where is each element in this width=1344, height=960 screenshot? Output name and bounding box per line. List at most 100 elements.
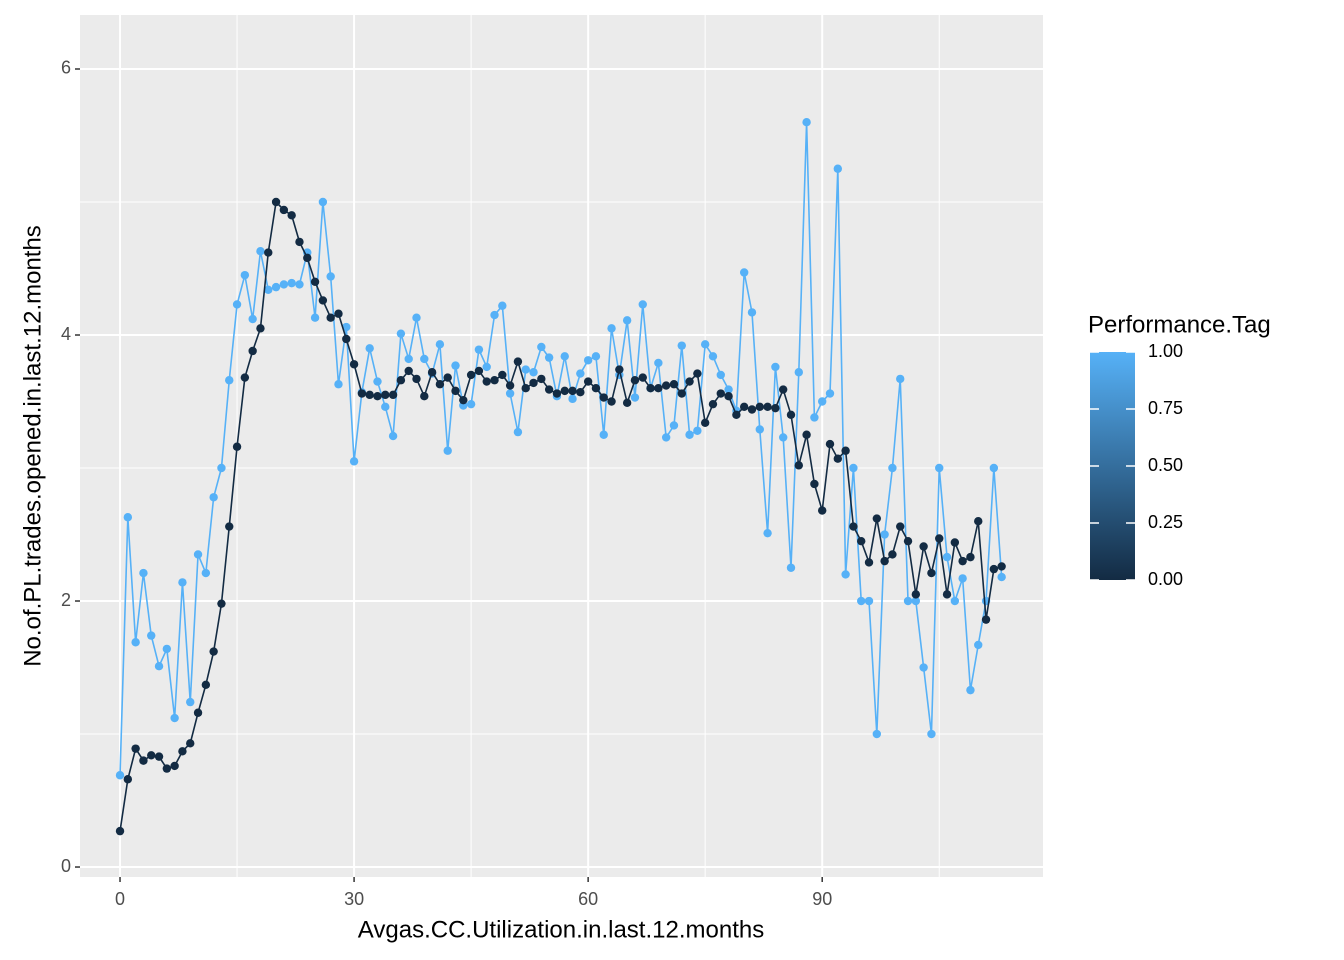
point <box>747 405 757 414</box>
point <box>997 562 1006 571</box>
point <box>576 387 585 397</box>
point <box>739 268 749 277</box>
point <box>607 397 616 406</box>
point <box>193 550 203 559</box>
point <box>537 374 546 384</box>
point <box>849 522 858 531</box>
point <box>974 517 983 526</box>
point <box>974 640 983 650</box>
point <box>412 374 421 384</box>
point <box>841 446 850 455</box>
point <box>997 572 1006 582</box>
point <box>864 596 874 606</box>
point <box>599 430 608 439</box>
point <box>396 329 406 338</box>
point <box>755 425 764 434</box>
legend-label: 0.00 <box>1148 569 1183 589</box>
point <box>576 369 585 378</box>
point <box>474 366 484 376</box>
point <box>927 568 936 578</box>
x-axis-title: Avgas.CC.Utilization.in.last.12.months <box>358 916 764 943</box>
point <box>123 775 133 784</box>
panel <box>80 15 1043 877</box>
point <box>529 378 538 388</box>
point <box>810 413 819 422</box>
point <box>279 280 289 289</box>
point <box>490 376 499 385</box>
point <box>888 550 897 559</box>
point <box>989 463 999 473</box>
point <box>818 506 827 515</box>
point <box>685 377 694 386</box>
point <box>474 345 484 354</box>
point <box>365 390 374 400</box>
point <box>927 729 936 739</box>
point <box>989 564 999 574</box>
point <box>435 380 445 389</box>
point <box>256 247 265 256</box>
point <box>482 377 491 386</box>
point <box>763 528 772 538</box>
point <box>958 556 967 566</box>
point <box>661 433 671 442</box>
point <box>833 164 843 173</box>
point <box>849 463 858 473</box>
point <box>318 197 328 207</box>
point <box>942 590 952 599</box>
y-axis-title: No.of.PL.trades.opened.in.last.12.months <box>19 225 46 667</box>
point <box>544 353 554 362</box>
point <box>896 522 905 531</box>
legend-label: 0.50 <box>1148 455 1183 475</box>
point <box>825 389 835 398</box>
point <box>232 442 242 451</box>
x-tick-label: 60 <box>578 889 598 909</box>
point <box>778 433 788 442</box>
point <box>232 300 242 309</box>
point <box>568 394 577 404</box>
point <box>443 373 452 382</box>
point <box>217 599 226 608</box>
point <box>771 362 780 372</box>
point <box>864 558 874 567</box>
point <box>139 568 148 578</box>
point <box>256 324 265 333</box>
point <box>154 661 164 671</box>
point <box>708 352 718 361</box>
point <box>505 389 515 398</box>
point <box>841 570 850 579</box>
point <box>381 390 390 400</box>
point <box>739 402 749 412</box>
point <box>669 421 679 430</box>
point <box>139 756 148 765</box>
line <box>119 122 1003 776</box>
point <box>935 463 944 473</box>
point <box>318 296 328 305</box>
point <box>513 357 523 366</box>
point <box>248 346 257 356</box>
point <box>911 590 921 599</box>
point <box>334 380 343 389</box>
point <box>950 596 960 606</box>
point <box>357 389 367 398</box>
point <box>186 697 195 707</box>
point <box>201 568 211 578</box>
point <box>310 313 320 322</box>
point <box>466 399 476 409</box>
point <box>443 446 452 455</box>
point <box>505 381 515 390</box>
point <box>638 373 647 382</box>
legend-label: 0.25 <box>1148 512 1183 532</box>
point <box>271 197 281 207</box>
legend-label: 0.75 <box>1148 398 1183 418</box>
point <box>981 615 991 624</box>
x-tick-label: 90 <box>812 889 832 909</box>
point <box>693 369 702 378</box>
point <box>732 410 741 420</box>
point <box>201 680 211 690</box>
point <box>451 386 460 396</box>
point <box>521 365 530 374</box>
point <box>880 530 889 539</box>
point <box>700 418 710 427</box>
point <box>583 356 593 365</box>
point <box>154 752 164 761</box>
